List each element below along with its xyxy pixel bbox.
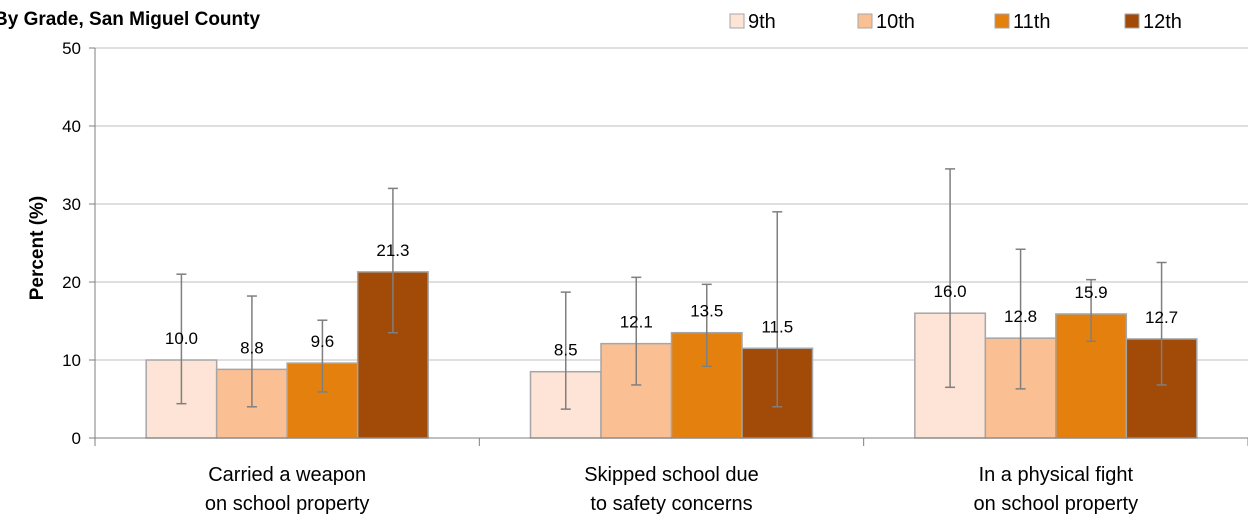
category-label: Skipped school due — [584, 464, 759, 486]
legend-label: 11th — [1013, 11, 1050, 33]
category-label: In a physical fight — [979, 464, 1134, 486]
y-tick-label: 20 — [62, 273, 81, 292]
y-tick-label: 50 — [62, 39, 81, 58]
y-tick-label: 0 — [72, 429, 81, 448]
legend-label: 12th — [1143, 11, 1182, 33]
y-tick-label: 10 — [62, 351, 81, 370]
legend-swatch — [729, 13, 745, 29]
legend-swatch — [1124, 13, 1140, 29]
data-label: 10.0 — [165, 329, 198, 348]
category-labels: Carried a weapon on school property Skippe… — [205, 464, 1138, 515]
y-tick-label: 40 — [62, 117, 81, 136]
data-label: 8.5 — [554, 341, 578, 360]
legend-label: 10th — [876, 11, 915, 33]
gridlines — [95, 47, 1248, 361]
y-axis-label: Percent (%) — [27, 196, 48, 301]
bars — [145, 271, 1198, 439]
data-label: 11.5 — [761, 317, 793, 336]
data-label: 12.1 — [620, 313, 653, 332]
data-label: 15.9 — [1075, 283, 1108, 302]
y-tick-label: 30 — [62, 195, 81, 214]
data-label: 8.8 — [240, 338, 264, 357]
y-tick-labels: 0 10 20 30 40 50 — [62, 39, 81, 448]
legend-swatch — [857, 13, 873, 29]
legend-swatch — [994, 13, 1010, 29]
legend-label: 9th — [748, 11, 776, 33]
data-label: 12.8 — [1004, 307, 1037, 326]
data-label: 16.0 — [934, 282, 967, 301]
error-bars — [176, 168, 1167, 410]
chart-title: By Grade, San Miguel County — [0, 9, 260, 30]
data-label: 21.3 — [376, 241, 409, 260]
category-label: Carried a weapon — [208, 464, 366, 486]
data-labels: 10.0 8.5 16.0 8.8 12.1 12.8 9.6 13.5 15.9 21.3 11.… — [165, 241, 1178, 360]
axes — [89, 47, 1248, 446]
category-label: to safety concerns — [590, 493, 752, 515]
category-label: on school property — [205, 493, 370, 515]
data-label: 9.6 — [311, 332, 335, 351]
data-label: 13.5 — [690, 302, 723, 321]
data-label: 12.7 — [1145, 308, 1178, 327]
legend: 9th 10th 11th 12th — [729, 11, 1182, 33]
category-label: on school property — [974, 493, 1139, 515]
